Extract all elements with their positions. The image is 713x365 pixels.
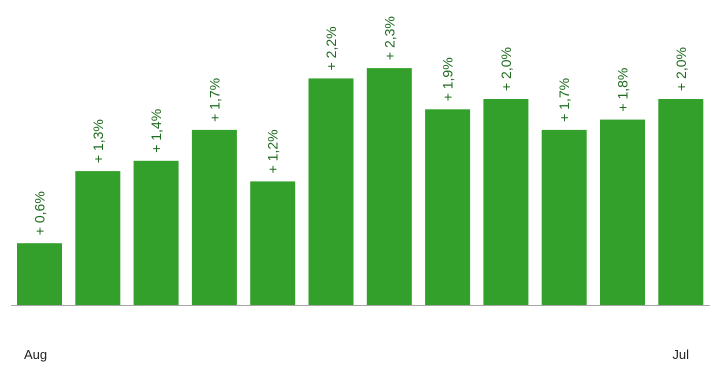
- data-label-10: + 1,7%: [556, 78, 572, 122]
- data-label-6: + 2,2%: [323, 26, 339, 70]
- data-label-4: + 1,7%: [206, 78, 222, 122]
- bar-9: [483, 99, 529, 305]
- data-label-11: + 1,8%: [615, 68, 631, 112]
- data-label-2: + 1,3%: [90, 119, 106, 163]
- bars-group: [17, 68, 704, 306]
- x-tick-label-last: Jul: [672, 347, 689, 362]
- data-label-12: + 2,0%: [673, 47, 689, 91]
- data-label-3: + 1,4%: [148, 109, 164, 153]
- data-labels-group: + 0,6% + 1,3% + 1,4% + 1,7% + 1,2% + 2,2% + 2,…: [32, 16, 689, 235]
- bar-1: [17, 243, 62, 305]
- bar-7: [366, 68, 412, 305]
- data-label-8: + 1,9%: [440, 57, 456, 101]
- data-label-7: + 2,3%: [381, 16, 397, 60]
- bar-6: [308, 78, 354, 306]
- bar-8: [425, 109, 471, 305]
- bar-11: [600, 119, 645, 305]
- x-tick-label-first: Aug: [24, 347, 47, 362]
- bar-4: [191, 129, 237, 305]
- bar-12: [658, 99, 704, 305]
- data-label-1: + 0,6%: [32, 191, 48, 235]
- bar-10: [541, 129, 587, 305]
- bar-3: [133, 160, 179, 305]
- data-label-5: + 1,2%: [265, 129, 281, 173]
- bar-5: [250, 181, 296, 305]
- bar-2: [75, 171, 121, 305]
- data-label-9: + 2,0%: [498, 47, 514, 91]
